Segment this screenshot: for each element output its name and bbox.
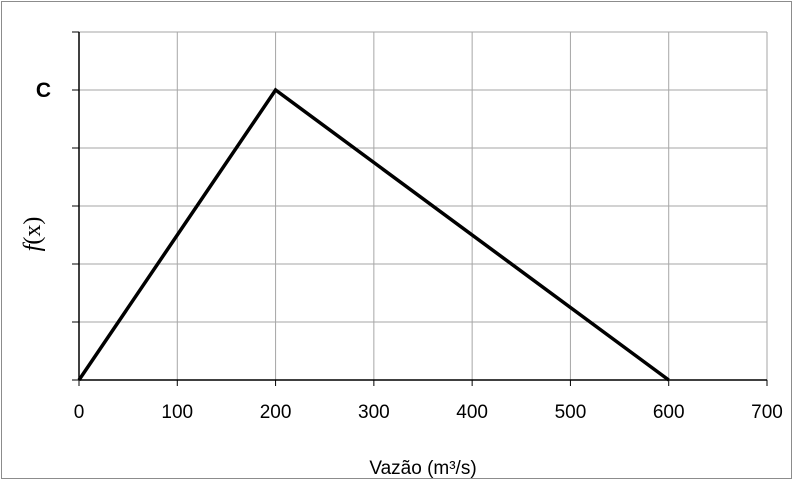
x-tick-label-700: 700 xyxy=(751,402,783,423)
y-axis-title-func: f xyxy=(20,241,46,251)
y-tick-labels: C xyxy=(36,79,51,102)
x-tick-label-100: 100 xyxy=(161,402,193,423)
series-line-0 xyxy=(77,87,670,382)
y-axis-title-arg: (x) xyxy=(20,217,46,245)
x-tick-label-200: 200 xyxy=(260,402,292,423)
x-tick-label-0: 0 xyxy=(74,402,85,423)
x-tick-labels: 0 100 200 300 400 500 600 700 xyxy=(74,402,783,423)
y-axis-title: f(x) xyxy=(20,217,46,252)
x-tick-label-400: 400 xyxy=(456,402,488,423)
series-layer xyxy=(77,87,670,382)
y-tick-label-C: C xyxy=(36,79,51,102)
x-tick-label-600: 600 xyxy=(653,402,685,423)
x-tick-label-300: 300 xyxy=(358,402,390,423)
x-axis-title: Vazão (m³/s) xyxy=(369,458,476,479)
x-tick-label-500: 500 xyxy=(555,402,587,423)
axes xyxy=(72,31,768,386)
grid-lines xyxy=(79,31,768,380)
